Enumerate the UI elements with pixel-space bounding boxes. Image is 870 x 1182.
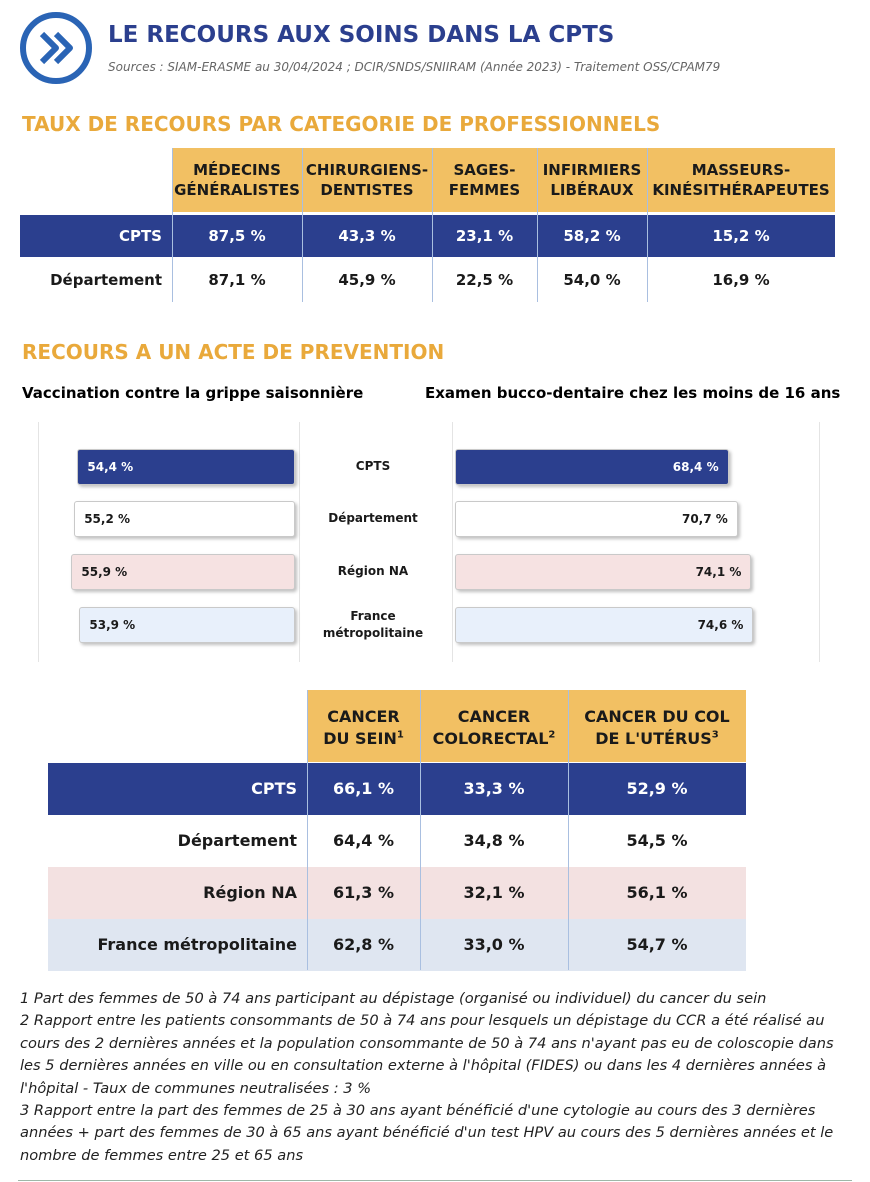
sources: Sources : SIAM-ERASME au 30/04/2024 ; DC… xyxy=(108,60,721,74)
column-header: CANCER COLORECTAL2 xyxy=(420,690,568,762)
table-cell: 54,5 % xyxy=(626,831,688,851)
row-background xyxy=(48,763,746,815)
category-label: Région NA xyxy=(337,564,409,579)
column-divider xyxy=(647,148,648,302)
column-divider xyxy=(307,690,308,970)
bar xyxy=(455,449,729,485)
logo xyxy=(20,12,92,84)
bottom-rule xyxy=(18,1180,852,1181)
table-cell: 23,1 % xyxy=(455,226,514,245)
bar xyxy=(455,501,738,537)
footnote: 2 Rapport entre les patients consommants… xyxy=(20,1012,834,1097)
table-cell: 43,3 % xyxy=(338,226,396,245)
value-label: 68,4 % xyxy=(672,459,719,474)
value-label: 55,2 % xyxy=(84,511,130,526)
footnote-ref: 2 xyxy=(548,729,556,741)
column-divider xyxy=(568,690,569,970)
table-cell: 33,3 % xyxy=(463,779,525,799)
bar xyxy=(71,554,295,590)
table-cell: 64,4 % xyxy=(332,831,395,851)
column-header: SAGES-FEMMES xyxy=(432,148,537,212)
row-label: Département xyxy=(50,270,162,289)
table-cell: 16,9 % xyxy=(712,270,770,289)
table-cell: 54,0 % xyxy=(563,270,621,289)
footnote: 3 Rapport entre la part des femmes de 25… xyxy=(20,1102,834,1164)
row-background xyxy=(48,919,746,971)
category-label: CPTS xyxy=(355,459,391,474)
row-background xyxy=(48,867,746,919)
bar xyxy=(455,607,754,643)
footnote: 1 Part des femmes de 50 à 74 ans partici… xyxy=(20,990,767,1007)
bar xyxy=(77,449,295,485)
footnote-ref: 1 xyxy=(396,729,404,741)
footnotes: 1 Part des femmes de 50 à 74 ans partici… xyxy=(20,988,852,1167)
column-header: CANCER DU SEIN1 xyxy=(307,690,420,762)
table-cell: 15,2 % xyxy=(712,226,770,245)
column-divider xyxy=(537,148,538,302)
column-divider xyxy=(420,690,421,970)
chart-panel xyxy=(38,422,300,662)
header-text: CANCER COLORECTAL xyxy=(432,707,549,748)
value-label: 74,1 % xyxy=(695,564,742,579)
row-label: CPTS xyxy=(251,779,297,799)
row-label: Région NA xyxy=(203,883,297,903)
bar xyxy=(79,607,295,643)
column-header: MASSEURS-KINÉSITHÉRAPEUTES xyxy=(647,148,835,212)
row-label: CPTS xyxy=(118,226,162,245)
value-label: 55,9 % xyxy=(81,564,128,579)
section-title: RECOURS A UN ACTE DE PREVENTION xyxy=(22,340,445,364)
row-background xyxy=(20,215,835,257)
page-title: LE RECOURS AUX SOINS DANS LA CPTS xyxy=(108,22,615,48)
column-header: INFIRMIERS LIBÉRAUX xyxy=(537,148,647,212)
footnote-ref: 3 xyxy=(711,729,719,741)
table-cell: 45,9 % xyxy=(338,270,396,289)
chart-title: Vaccination contre la grippe saisonnière xyxy=(22,384,364,402)
table-cell: 52,9 % xyxy=(626,779,688,799)
row-background xyxy=(48,815,746,867)
table-cell: 32,1 % xyxy=(463,883,525,903)
value-label: 70,7 % xyxy=(681,511,728,526)
section-title: TAUX DE RECOURS PAR CATEGORIE DE PROFESS… xyxy=(22,112,661,136)
value-label: 53,9 % xyxy=(89,617,136,632)
value-label: 74,6 % xyxy=(697,617,744,632)
column-divider xyxy=(172,148,173,302)
column-header: CHIRURGIENS-DENTISTES xyxy=(302,148,432,212)
table-cell: 54,7 % xyxy=(626,935,688,955)
category-label: Département xyxy=(328,511,418,526)
table-cell: 87,5 % xyxy=(208,226,266,245)
chart-title: Examen bucco-dentaire chez les moins de … xyxy=(425,384,841,402)
header-text: CANCER DU SEIN xyxy=(323,707,400,748)
bar xyxy=(74,501,295,537)
table-cell: 34,8 % xyxy=(463,831,525,851)
bar xyxy=(455,554,752,590)
table-cell: 87,1 % xyxy=(208,270,266,289)
table-cell: 61,3 % xyxy=(332,883,395,903)
category-label: France métropolitaine xyxy=(322,608,424,640)
row-label: Département xyxy=(177,831,297,851)
table-cell: 66,1 % xyxy=(332,779,395,799)
header-text: CANCER DU COL DE L'UTÉRUS xyxy=(584,707,730,748)
column-header: CANCER DU COL DE L'UTÉRUS3 xyxy=(568,690,746,762)
column-divider xyxy=(432,148,433,302)
table-cell: 58,2 % xyxy=(563,226,621,245)
row-label: France métropolitaine xyxy=(97,935,297,955)
table-cell: 56,1 % xyxy=(626,883,688,903)
chart-panel xyxy=(452,422,820,662)
column-divider xyxy=(302,148,303,302)
table-cell: 22,5 % xyxy=(455,270,514,289)
table-cell: 33,0 % xyxy=(463,935,525,955)
column-header: MÉDECINS GÉNÉRALISTES xyxy=(172,148,302,212)
table-cell: 62,8 % xyxy=(332,935,395,955)
value-label: 54,4 % xyxy=(87,459,134,474)
